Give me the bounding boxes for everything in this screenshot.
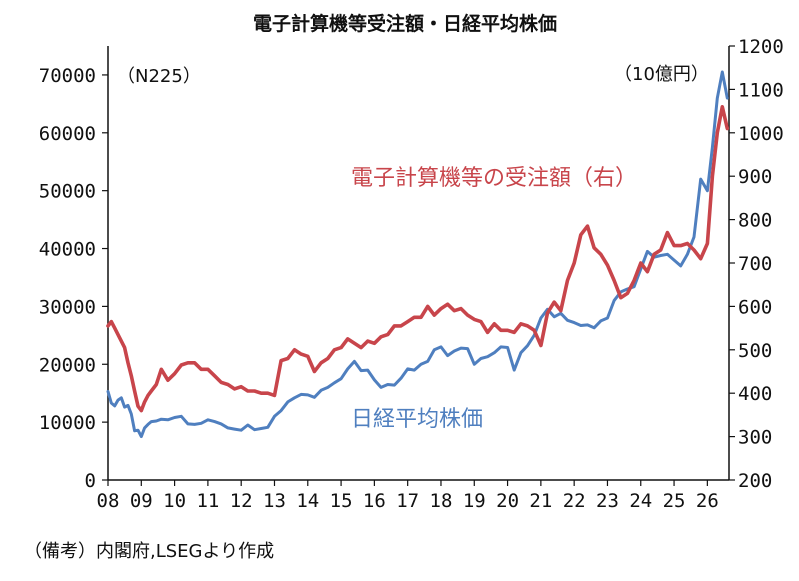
- x-tick-label: 11: [196, 490, 219, 512]
- x-tick-label: 20: [496, 490, 519, 512]
- x-tick-label: 24: [629, 490, 652, 512]
- right-tick-label: 900: [738, 166, 772, 188]
- chart-title: 電子計算機等受注額・日経平均株価: [253, 12, 557, 35]
- right-tick-label: 700: [738, 253, 772, 275]
- right-tick-label: 1000: [738, 123, 784, 145]
- series-line-orders: [106, 105, 730, 413]
- series-label-orders: 電子計算機等の受注額（右）: [351, 166, 637, 191]
- right-tick-label: 800: [738, 210, 772, 232]
- left-axis-note: （N225）: [117, 66, 201, 87]
- right-axis-ticks: 200 300 400 500 600 700 800 900 1000 1100 1200: [729, 36, 784, 492]
- right-tick-label: 1200: [738, 36, 784, 58]
- source-note: （備考）内閣府,LSEGより作成: [24, 541, 274, 562]
- x-tick-label: 26: [696, 490, 719, 512]
- right-tick-label: 200: [738, 470, 772, 492]
- x-tick-label: 16: [363, 490, 386, 512]
- x-tick-label: 21: [529, 490, 552, 512]
- x-tick-label: 17: [396, 490, 419, 512]
- right-tick-label: 300: [738, 427, 772, 449]
- left-tick-label: 0: [85, 470, 96, 492]
- left-tick-label: 30000: [39, 296, 96, 318]
- x-tick-label: 08: [97, 490, 120, 512]
- x-tick-label: 25: [663, 490, 686, 512]
- left-tick-label: 40000: [39, 239, 96, 261]
- x-tick-label: 19: [463, 490, 486, 512]
- x-tick-label: 18: [430, 490, 453, 512]
- series-line-nikkei: [106, 70, 729, 439]
- x-tick-label: 09: [130, 490, 153, 512]
- right-tick-label: 400: [738, 383, 772, 405]
- series-label-nikkei: 日経平均株価: [351, 407, 483, 432]
- right-axis-note: （10億円）: [614, 64, 709, 85]
- x-axis-ticks: 08 09 10 11 12 13 14 15 16 17 18 19 20 21 22 23 24 25 26: [97, 480, 719, 512]
- left-tick-label: 50000: [39, 181, 96, 203]
- series-lines: [106, 70, 730, 439]
- x-tick-label: 22: [563, 490, 586, 512]
- left-tick-label: 20000: [39, 354, 96, 376]
- x-tick-label: 13: [263, 490, 286, 512]
- right-tick-label: 600: [738, 296, 772, 318]
- right-tick-label: 500: [738, 340, 772, 362]
- x-tick-label: 15: [330, 490, 353, 512]
- x-tick-label: 14: [296, 490, 319, 512]
- left-tick-label: 60000: [39, 123, 96, 145]
- x-tick-label: 10: [163, 490, 186, 512]
- left-tick-label: 10000: [39, 412, 96, 434]
- left-tick-label: 70000: [39, 65, 96, 87]
- x-tick-label: 12: [230, 490, 253, 512]
- x-tick-label: 23: [596, 490, 619, 512]
- right-tick-label: 1100: [738, 79, 784, 101]
- left-axis-ticks: 0 10000 20000 30000 40000 50000 60000 70000: [39, 65, 108, 492]
